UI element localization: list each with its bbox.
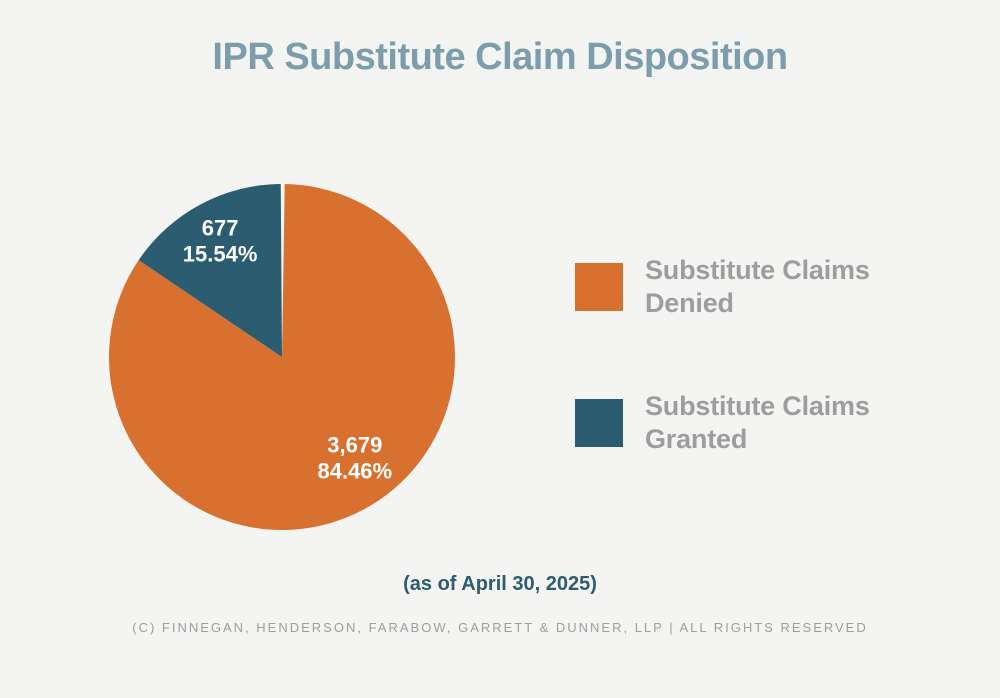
legend-swatch-granted [575,399,623,447]
legend-label-line: Granted [645,424,748,454]
chart-title: IPR Substitute Claim Disposition [212,36,788,78]
copyright-notice: (C) FINNEGAN, HENDERSON, FARABOW, GARRET… [132,620,868,635]
pie-chart-container: 3,679 84.46% 677 15.54% [92,167,472,547]
legend-label-line: Substitute Claims [645,255,870,285]
legend-label-denied: Substitute Claims Denied [645,254,870,320]
slice-label-denied: 3,679 84.46% [317,432,392,483]
legend-item-granted: Substitute Claims Granted [575,390,870,456]
legend-swatch-denied [575,263,623,311]
legend: Substitute Claims Denied Substitute Clai… [575,254,870,456]
legend-item-denied: Substitute Claims Denied [575,254,870,320]
as-of-date: (as of April 30, 2025) [403,573,597,595]
legend-label-line: Denied [645,288,734,318]
pie-slice-denied [109,184,456,530]
pie-chart: 3,679 84.46% 677 15.54% [109,183,456,530]
legend-label-granted: Substitute Claims Granted [645,390,870,456]
slice-separator [280,183,285,357]
slice-label-granted: 677 15.54% [183,215,258,266]
legend-label-line: Substitute Claims [645,391,870,421]
pie-slice-granted [138,184,282,357]
